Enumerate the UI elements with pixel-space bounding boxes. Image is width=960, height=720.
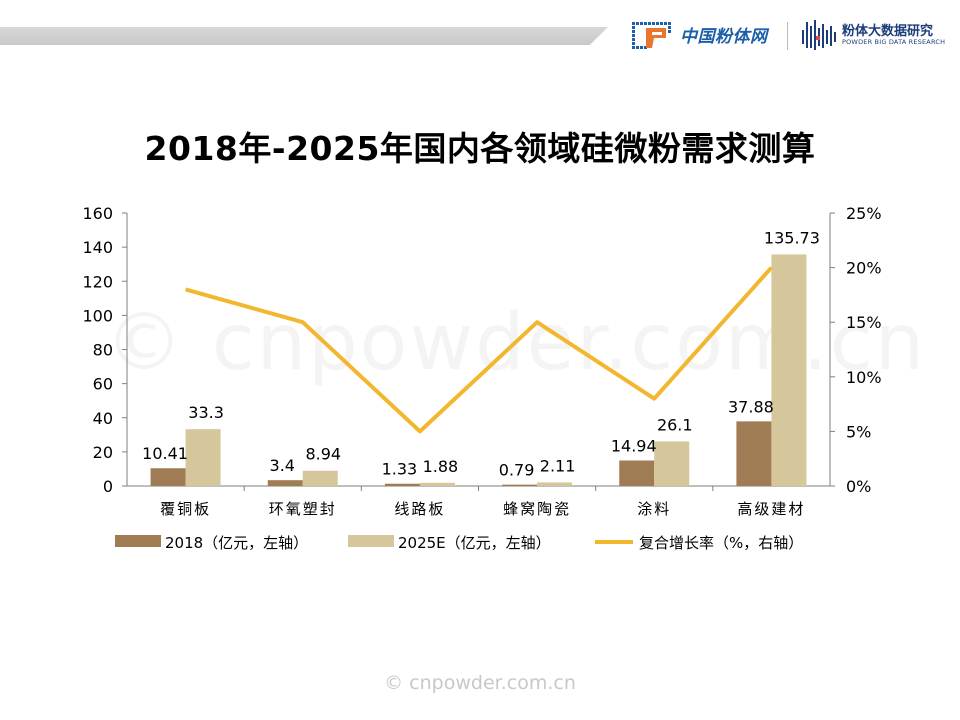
- data-label-2025e: 1.88: [423, 457, 459, 476]
- cnpowder-logo-icon: [632, 22, 671, 49]
- y-left-tick-label: 120: [82, 272, 113, 291]
- logo-right-subtext: POWDER BIG DATA RESEARCH: [842, 38, 946, 46]
- bar-2025e: [537, 482, 573, 486]
- data-label-2018: 1.33: [382, 460, 418, 479]
- bar-2018: [150, 468, 186, 486]
- chart-axes: 0 20 40 60 80 100 120 140 160 0% 5% 10% 15% 20% 25% 覆铜板…: [82, 204, 881, 518]
- legend-item-2025e-label: 2025E（亿元，左轴）: [398, 534, 551, 552]
- legend-item-growth-label: 复合增长率（%，右轴）: [639, 534, 803, 552]
- header-accent-bar: [0, 27, 608, 45]
- chart-growth-line: [185, 266, 773, 434]
- y-left-tick-label: 80: [93, 341, 113, 360]
- bar-2018: [502, 484, 538, 486]
- legend-item-2018-swatch: [115, 535, 161, 547]
- bar-2018: [267, 480, 303, 486]
- chart-bars: [150, 254, 807, 486]
- x-tick-label: 线路板: [394, 500, 445, 518]
- footer-watermark: © cnpowder.com.cn: [384, 672, 576, 694]
- y-right-tick-label: 5%: [846, 422, 871, 441]
- chart: 0 20 40 60 80 100 120 140 160 0% 5% 10% 15% 20% 25% 覆铜板…: [82, 204, 881, 552]
- logo-left-text: 中国粉体网: [680, 27, 768, 47]
- y-left-tick-label: 40: [93, 409, 113, 428]
- data-label-2018: 0.79: [499, 461, 535, 480]
- bar-2018: [384, 483, 420, 486]
- x-tick-label: 覆铜板: [160, 500, 211, 518]
- data-label-2025e: 135.73: [764, 228, 820, 247]
- bar-2025e: [185, 429, 221, 486]
- bar-2018: [736, 421, 772, 486]
- bar-2018: [619, 460, 655, 486]
- x-tick-label: 蜂窝陶瓷: [503, 500, 571, 518]
- data-label-2018: 14.94: [611, 437, 657, 456]
- big-data-logo-icon: [802, 20, 836, 50]
- data-label-2018: 37.88: [728, 397, 774, 416]
- chart-data-labels: 10.41 33.3 3.4 8.94 1.33 1.88 0.79 2.11 14.9426.…: [142, 228, 820, 479]
- data-label-2025e: 26.1: [657, 415, 693, 434]
- logo-right-text: 粉体大数据研究: [842, 24, 934, 39]
- x-tick-label: 环氧塑封: [269, 500, 337, 518]
- y-left-tick-label: 20: [93, 443, 113, 462]
- x-tick-label: 高级建材: [737, 500, 805, 518]
- y-right-tick-label: 20%: [846, 259, 882, 278]
- legend-item-2018-label: 2018（亿元，左轴）: [165, 534, 308, 552]
- data-label-2018: 3.4: [270, 456, 295, 475]
- growth-line: [185, 266, 773, 434]
- logo-divider: [787, 22, 788, 50]
- y-left-tick-label: 140: [82, 238, 113, 257]
- y-right-tick-label: 25%: [846, 204, 882, 223]
- x-tick-label: 涂料: [637, 500, 671, 518]
- y-right-tick-label: 15%: [846, 313, 882, 332]
- data-label-2025e: 2.11: [540, 456, 576, 475]
- legend-item-2025e-swatch: [348, 535, 394, 547]
- y-left-tick-label: 160: [82, 204, 113, 223]
- bar-2025e: [654, 441, 690, 486]
- bar-2025e: [771, 254, 807, 486]
- y-left-tick-label: 100: [82, 306, 113, 325]
- bar-2025e: [419, 482, 455, 486]
- y-right-tick-label: 0%: [846, 477, 871, 496]
- page-title: 2018年-2025年国内各领域硅微粉需求测算: [144, 129, 816, 168]
- data-label-2025e: 33.3: [188, 403, 224, 422]
- data-label-2025e: 8.94: [305, 445, 341, 464]
- data-label-2018: 10.41: [142, 444, 188, 463]
- y-right-tick-label: 10%: [846, 368, 882, 387]
- y-left-tick-label: 60: [93, 375, 113, 394]
- y-left-tick-label: 0: [103, 477, 113, 496]
- chart-legend: 2018（亿元，左轴） 2025E（亿元，左轴） 复合增长率（%，右轴）: [115, 534, 803, 552]
- bar-2025e: [302, 470, 338, 486]
